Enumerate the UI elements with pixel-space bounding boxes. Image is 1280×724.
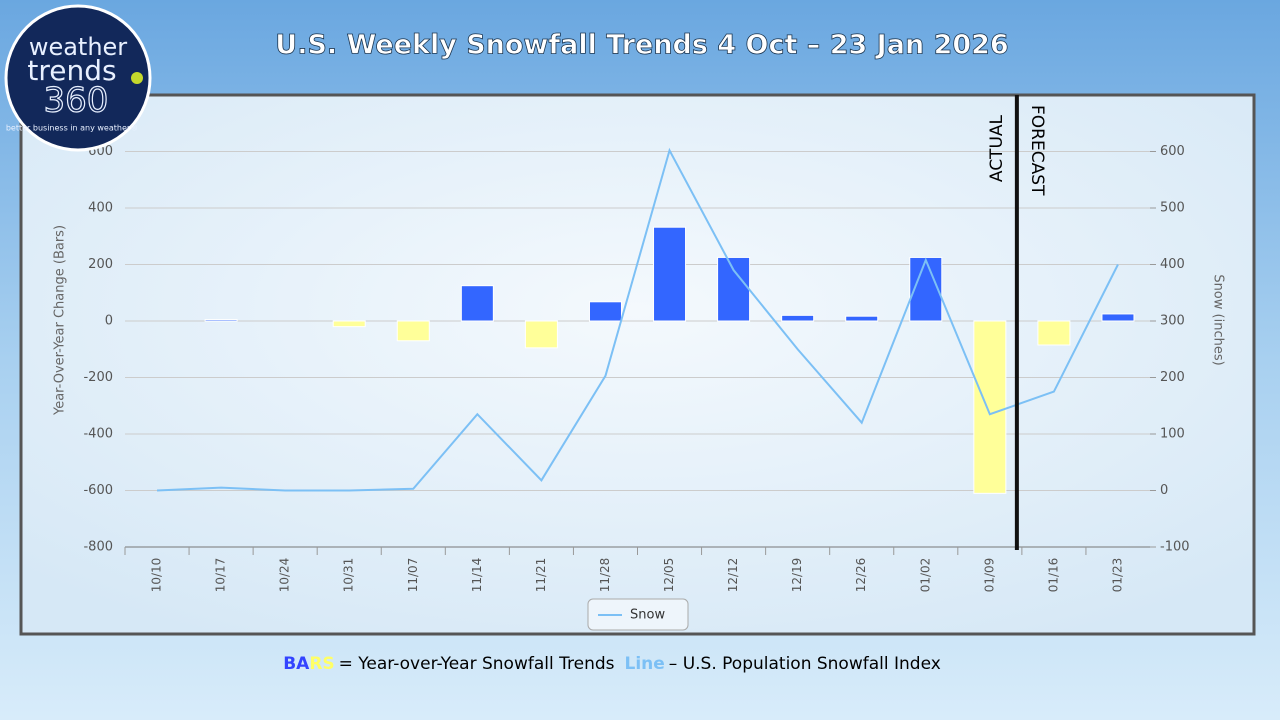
- y2-tick-label: 0: [1160, 483, 1168, 498]
- bar: [653, 226, 687, 322]
- x-tick-label: 10/24: [278, 558, 292, 593]
- bar: [717, 256, 751, 322]
- bar: [332, 320, 366, 328]
- y-tick-label: 200: [88, 257, 113, 272]
- x-tick-label: 12/12: [726, 558, 740, 593]
- bar: [524, 320, 558, 349]
- bar: [460, 285, 494, 322]
- y2-tick-label: 600: [1160, 144, 1185, 159]
- bar: [204, 319, 238, 322]
- logo-tagline: better business in any weather®: [6, 124, 138, 133]
- footer-key: BA: [283, 654, 310, 674]
- logo-text: weather: [29, 33, 127, 61]
- logo: weather trends 360 better business in an…: [4, 4, 152, 152]
- y2-tick-label: -100: [1160, 540, 1190, 555]
- bar: [781, 314, 815, 322]
- footer-text: – U.S. Population Snowfall Index: [669, 654, 941, 674]
- logo-text: trends: [27, 54, 116, 87]
- y-tick-label: -600: [83, 483, 113, 498]
- x-tick-label: 01/09: [982, 558, 996, 593]
- y-tick-label: -400: [83, 427, 113, 442]
- footer-key: Line: [625, 654, 665, 674]
- logo-circle: [4, 4, 152, 152]
- x-tick-label: 11/07: [406, 558, 420, 593]
- bar: [1037, 320, 1071, 346]
- y2-tick-label: 300: [1160, 314, 1185, 329]
- y2-tick-label: 100: [1160, 427, 1185, 442]
- y-tick-label: 0: [105, 314, 113, 329]
- annotation: ACTUAL: [987, 114, 1007, 182]
- y-tick-label: -200: [83, 370, 113, 385]
- y2-tick-label: 400: [1160, 257, 1185, 272]
- x-tick-label: 01/16: [1046, 558, 1060, 593]
- chart-title: U.S. Weekly Snowfall Trends 4 Oct – 23 J…: [275, 30, 1008, 61]
- x-tick-label: 10/31: [342, 558, 356, 593]
- y2-axis-label: Snow (inches): [1211, 274, 1226, 365]
- y-axis-label: Year-Over-Year Change (Bars): [53, 225, 68, 416]
- footer-text: = Year-over-Year Snowfall Trends: [339, 654, 615, 674]
- x-tick-label: 11/21: [534, 558, 548, 593]
- x-tick-label: 01/02: [918, 558, 932, 593]
- x-tick-label: 01/23: [1110, 558, 1124, 593]
- x-tick-label: 12/19: [790, 558, 804, 593]
- logo-text: 360: [44, 81, 109, 121]
- y-tick-label: -800: [83, 540, 113, 555]
- bar: [588, 301, 622, 322]
- bar: [396, 320, 430, 342]
- x-tick-label: 10/10: [150, 558, 164, 593]
- x-tick-label: 11/14: [470, 558, 484, 593]
- x-tick-label: 12/26: [854, 558, 868, 593]
- y2-tick-label: 200: [1160, 370, 1185, 385]
- bar: [1101, 313, 1135, 322]
- x-tick-label: 10/17: [214, 558, 228, 593]
- y-tick-label: 400: [88, 201, 113, 216]
- legend-label: Snow: [630, 608, 665, 623]
- plot-panel: [19, 93, 1256, 636]
- footer: BARS = Year-over-Year Snowfall Trends Line…: [283, 654, 941, 674]
- legend-box: [587, 598, 689, 631]
- x-tick-label: 11/28: [598, 558, 612, 593]
- logo-dot: [131, 72, 143, 84]
- bar: [845, 315, 879, 322]
- legend: Snow: [587, 598, 689, 631]
- bar: [973, 320, 1007, 494]
- x-tick-label: 12/05: [662, 558, 676, 593]
- line: [156, 147, 1119, 492]
- footer-key: RS: [309, 654, 334, 674]
- annotation: FORECAST: [1027, 105, 1047, 196]
- y2-tick-label: 500: [1160, 201, 1185, 216]
